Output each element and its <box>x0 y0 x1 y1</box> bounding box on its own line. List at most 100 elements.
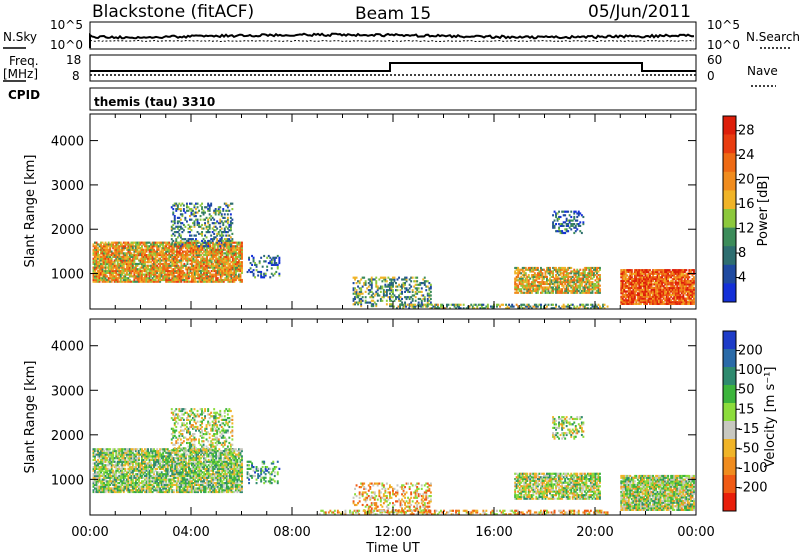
data-cell <box>649 297 651 300</box>
data-cell <box>659 288 662 291</box>
data-cell <box>169 266 172 269</box>
data-cell <box>153 280 156 283</box>
data-cell <box>632 301 635 304</box>
data-cell <box>674 302 677 305</box>
data-cell <box>404 301 407 304</box>
data-cell <box>181 231 184 234</box>
data-cell <box>550 289 553 293</box>
data-cell <box>107 255 110 258</box>
data-cell <box>166 250 169 253</box>
data-cell <box>206 278 209 282</box>
data-cell <box>558 268 561 271</box>
data-cell <box>210 278 213 282</box>
data-cell <box>375 283 378 286</box>
data-cell <box>688 295 691 298</box>
data-cell <box>153 261 156 264</box>
data-cell <box>225 247 228 250</box>
data-cell <box>593 268 595 271</box>
data-cell <box>194 280 196 283</box>
data-cell <box>679 279 682 282</box>
data-cell <box>190 229 193 232</box>
data-cell <box>404 276 407 279</box>
data-cell <box>98 471 101 474</box>
data-cell <box>682 288 685 291</box>
data-cell <box>621 276 624 279</box>
data-cell <box>214 222 217 225</box>
data-cell <box>649 301 651 304</box>
data-cell <box>561 291 564 294</box>
data-cell <box>197 252 200 255</box>
data-cell <box>659 297 662 300</box>
data-cell <box>222 278 225 282</box>
data-cell <box>643 272 645 275</box>
data-cell <box>234 254 237 257</box>
data-cell <box>573 217 576 220</box>
data-cell <box>181 278 184 282</box>
data-cell <box>212 266 215 269</box>
data-cell <box>583 275 586 278</box>
data-cell <box>589 268 592 271</box>
data-cell <box>667 290 670 293</box>
data-cell <box>217 231 220 234</box>
data-cell <box>515 268 518 271</box>
data-cell <box>115 270 118 273</box>
data-cell <box>653 290 656 293</box>
data-cell <box>142 268 145 271</box>
data-cell <box>414 276 417 279</box>
data-cell <box>453 303 456 306</box>
data-cell <box>227 241 230 244</box>
data-cell <box>530 289 533 293</box>
data-cell <box>389 285 391 288</box>
data-cell <box>219 245 222 248</box>
data-cell <box>567 223 570 226</box>
data-cell <box>396 307 398 310</box>
data-cell <box>420 294 423 297</box>
data-cell <box>144 278 146 282</box>
colorbar-frame <box>722 115 737 303</box>
data-cell <box>112 458 115 462</box>
data-cell <box>385 303 388 306</box>
data-cell <box>661 281 664 284</box>
data-cell <box>115 255 118 258</box>
data-cell <box>106 252 109 255</box>
data-cell <box>674 278 677 281</box>
data-cell <box>183 264 186 267</box>
data-cell <box>234 273 237 276</box>
data-cell <box>412 303 415 306</box>
data-cell <box>229 202 232 205</box>
data-cell <box>189 202 191 205</box>
data-cell <box>544 270 547 273</box>
data-cell <box>524 305 527 308</box>
data-cell <box>524 272 527 275</box>
data-cell <box>649 274 651 277</box>
data-cell <box>139 271 142 274</box>
data-cell <box>418 303 421 306</box>
data-cell <box>156 271 159 274</box>
data-cell <box>222 241 225 244</box>
data-cell <box>558 266 561 270</box>
data-cell <box>559 279 562 282</box>
data-cell <box>97 250 100 253</box>
data-cell <box>536 289 539 293</box>
data-cell <box>217 211 220 214</box>
data-cell <box>378 287 381 290</box>
data-cell <box>358 282 361 285</box>
data-cell <box>252 274 255 277</box>
data-cell <box>565 272 568 275</box>
data-cell <box>231 280 234 283</box>
nsky-tick-bottom: 10^0 <box>50 38 83 52</box>
data-cell <box>361 296 364 299</box>
data-cell <box>128 278 131 282</box>
data-cell <box>125 254 128 257</box>
data-cell <box>207 277 210 280</box>
data-cell <box>136 247 139 250</box>
data-cell <box>636 297 639 300</box>
data-cell <box>206 264 209 267</box>
data-cell <box>559 289 562 293</box>
data-cell <box>257 270 260 274</box>
data-cell <box>535 279 538 282</box>
data-cell <box>142 278 145 282</box>
data-cell <box>559 268 562 271</box>
data-cell <box>656 270 659 274</box>
